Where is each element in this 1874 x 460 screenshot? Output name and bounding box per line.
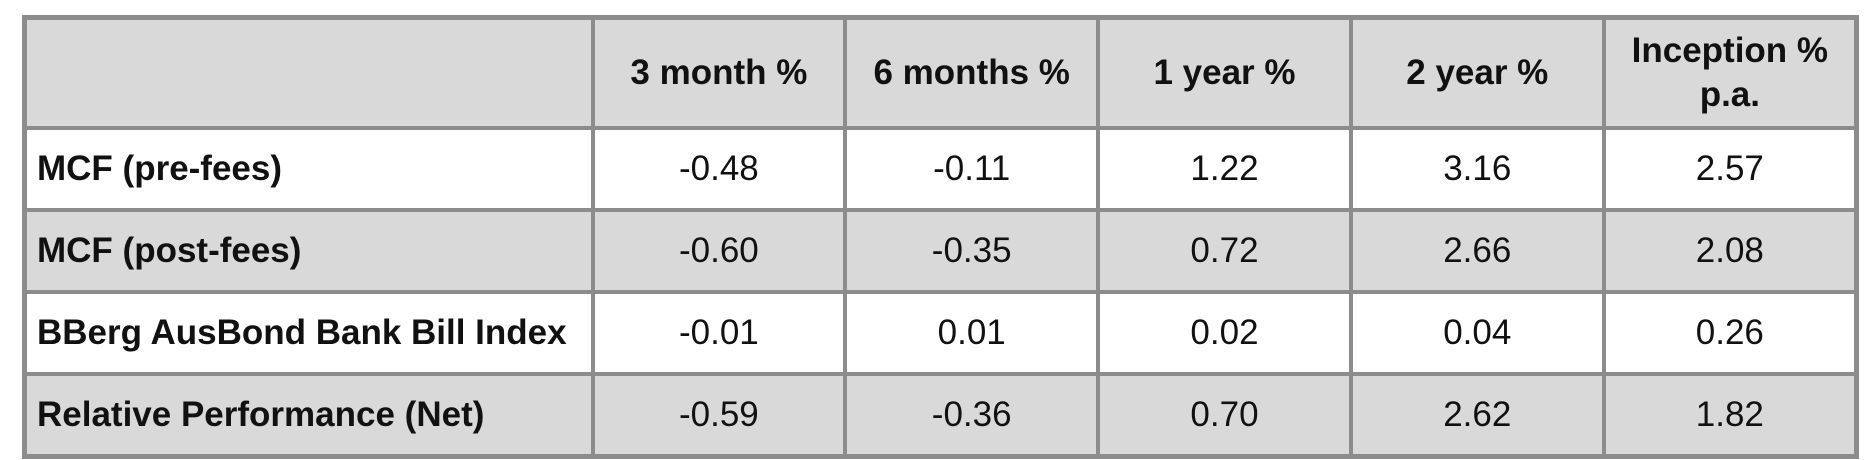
- row-label: MCF (post-fees): [22, 208, 595, 294]
- table-cell: 2.62: [1348, 372, 1606, 459]
- table-cell: -0.01: [590, 290, 848, 376]
- table-row: MCF (pre-fees) -0.48 -0.11 1.22 3.16 2.5…: [22, 126, 1859, 212]
- row-label: Relative Performance (Net): [22, 372, 595, 459]
- table-cell: -0.36: [843, 372, 1101, 459]
- table-cell: 2.57: [1601, 126, 1859, 212]
- table-cell: 2.08: [1601, 208, 1859, 294]
- table-row: BBerg AusBond Bank Bill Index -0.01 0.01…: [22, 290, 1859, 376]
- table-row: Relative Performance (Net) -0.59 -0.36 0…: [22, 372, 1859, 459]
- table-cell: -0.60: [590, 208, 848, 294]
- table-cell: 0.01: [843, 290, 1101, 376]
- table-cell: 0.72: [1096, 208, 1353, 294]
- table-cell: 0.70: [1096, 372, 1353, 459]
- table-cell: 1.22: [1096, 126, 1353, 212]
- header-1-year: 1 year %: [1096, 15, 1353, 130]
- table-cell: -0.11: [843, 126, 1101, 212]
- table-row: MCF (post-fees) -0.60 -0.35 0.72 2.66 2.…: [22, 208, 1859, 294]
- row-label: MCF (pre-fees): [22, 126, 595, 212]
- header-inception: Inception % p.a.: [1601, 15, 1859, 130]
- table-cell: -0.35: [843, 208, 1101, 294]
- header-row: 3 month % 6 months % 1 year % 2 year % I…: [22, 15, 1859, 130]
- performance-table: 3 month % 6 months % 1 year % 2 year % I…: [22, 15, 1859, 459]
- table-cell: -0.48: [590, 126, 848, 212]
- table-cell: 0.04: [1348, 290, 1606, 376]
- header-3-month: 3 month %: [590, 15, 848, 130]
- table-cell: -0.59: [590, 372, 848, 459]
- table-cell: 0.02: [1096, 290, 1353, 376]
- table-cell: 1.82: [1601, 372, 1859, 459]
- table-cell: 0.26: [1601, 290, 1859, 376]
- header-2-year: 2 year %: [1348, 15, 1606, 130]
- row-label: BBerg AusBond Bank Bill Index: [22, 290, 595, 376]
- table-cell: 2.66: [1348, 208, 1606, 294]
- table-cell: 3.16: [1348, 126, 1606, 212]
- header-6-months: 6 months %: [843, 15, 1101, 130]
- header-cell-empty: [22, 15, 595, 130]
